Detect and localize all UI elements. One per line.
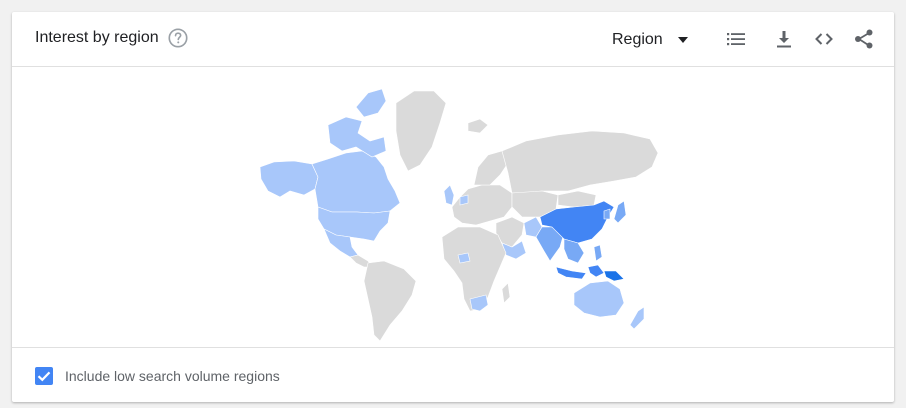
help-circle-icon[interactable] <box>167 27 189 49</box>
low-volume-checkbox[interactable] <box>35 367 53 385</box>
interest-by-region-card: Interest by region Region <box>12 12 894 402</box>
region-china[interactable] <box>539 200 615 244</box>
check-icon <box>37 371 51 382</box>
region-indonesia-east[interactable] <box>587 264 605 278</box>
region-australia[interactable] <box>573 280 625 318</box>
region-philippines[interactable] <box>593 244 603 262</box>
region-korea[interactable] <box>603 208 611 220</box>
card-header: Interest by region Region <box>12 12 894 67</box>
share-icon[interactable] <box>852 27 876 51</box>
download-icon[interactable] <box>772 27 796 51</box>
region-africa <box>441 226 507 312</box>
region-japan[interactable] <box>613 200 627 224</box>
region-new-zealand[interactable] <box>629 306 645 330</box>
region-alaska[interactable] <box>259 160 319 198</box>
region-greenland <box>395 90 447 172</box>
region-mongolia <box>557 190 597 208</box>
region-iceland <box>467 118 489 134</box>
region-canada[interactable] <box>311 150 401 214</box>
region-nigeria[interactable] <box>457 252 471 264</box>
list-view-icon[interactable] <box>724 27 748 51</box>
region-south-africa[interactable] <box>469 294 489 312</box>
region-south-america <box>363 260 417 342</box>
region-canada-islands[interactable] <box>327 116 387 158</box>
region-indonesia[interactable] <box>555 266 587 280</box>
region-papua-new-guinea[interactable] <box>603 270 625 282</box>
low-volume-checkbox-label: Include low search volume regions <box>65 368 280 384</box>
region-canada-islands-north[interactable] <box>355 88 387 118</box>
region-netherlands[interactable] <box>459 194 469 206</box>
resolution-dropdown-label: Region <box>612 31 663 48</box>
resolution-dropdown[interactable]: Region <box>612 28 689 52</box>
world-map <box>12 67 894 347</box>
region-united-kingdom[interactable] <box>443 184 455 206</box>
region-arabian-peninsula[interactable] <box>501 240 527 260</box>
card-footer: Include low search volume regions <box>12 347 894 403</box>
region-southeast-asia[interactable] <box>563 238 585 264</box>
world-map-svg <box>259 88 659 342</box>
region-scandinavia <box>473 150 509 186</box>
region-madagascar <box>501 282 511 304</box>
region-india[interactable] <box>535 226 565 262</box>
card-title: Interest by region <box>35 29 159 46</box>
dropdown-arrow-icon <box>677 37 688 43</box>
region-russia <box>501 130 659 194</box>
embed-code-icon[interactable] <box>812 27 836 51</box>
